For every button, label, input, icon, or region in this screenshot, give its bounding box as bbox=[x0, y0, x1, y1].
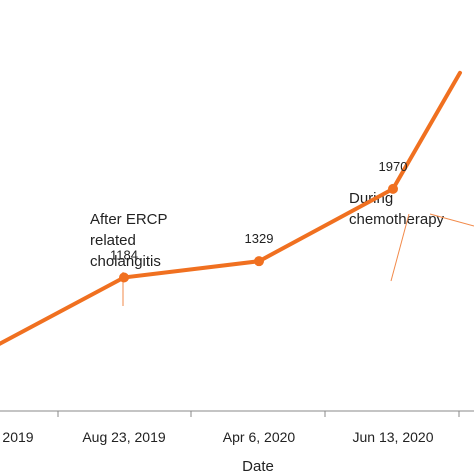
annotation-text: cholangitis bbox=[90, 253, 161, 270]
annotation-leader-line bbox=[429, 213, 474, 227]
annotation-text: After ERCP bbox=[90, 211, 168, 228]
annotation-leader-line bbox=[390, 213, 410, 282]
series-layer bbox=[0, 70, 462, 346]
data-point bbox=[388, 183, 398, 194]
x-tick-label: Aug 23, 2019 bbox=[82, 429, 166, 445]
annotation-text: chemotherapy bbox=[349, 211, 445, 228]
data-label: 1329 bbox=[245, 231, 274, 246]
annotation-text: related bbox=[90, 232, 136, 249]
x-tick-label: Apr 6, 2020 bbox=[223, 429, 296, 445]
x-tick-label: 2019 bbox=[2, 429, 33, 445]
data-label: 1184 bbox=[110, 248, 138, 263]
axes bbox=[0, 410, 474, 417]
data-point bbox=[119, 272, 129, 283]
labels-layer: 2019 Aug 23, 2019 Apr 6, 2020 Jun 13, 2020 1… bbox=[2, 159, 433, 445]
x-axis-title: Date bbox=[242, 458, 274, 474]
data-point bbox=[254, 256, 264, 267]
data-label: 1970 bbox=[379, 159, 408, 174]
x-tick-label: Jun 13, 2020 bbox=[353, 429, 434, 445]
